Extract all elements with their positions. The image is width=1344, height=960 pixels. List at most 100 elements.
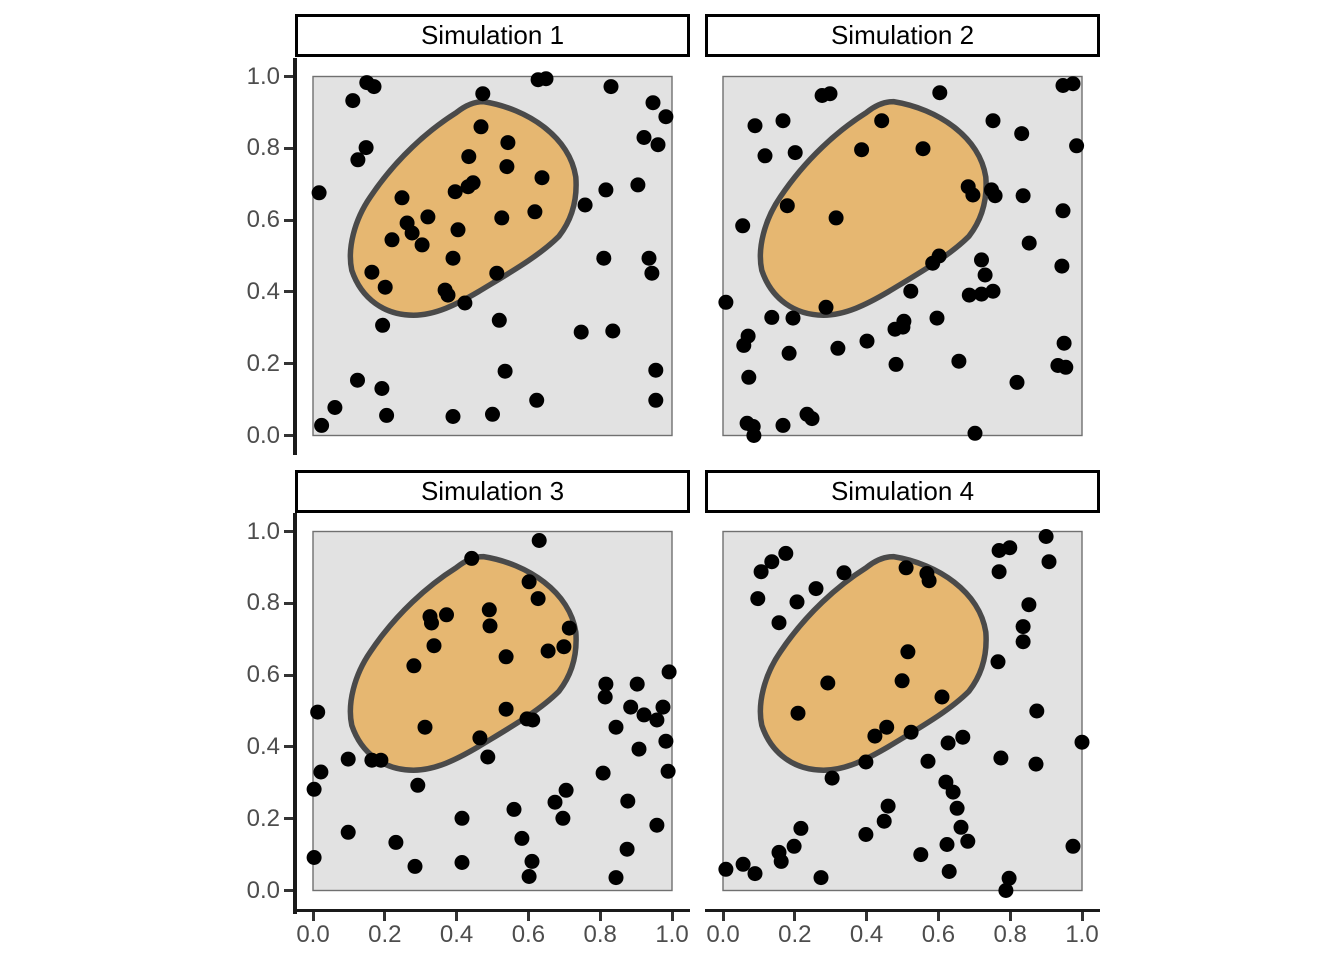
data-point [718, 861, 734, 877]
data-point [858, 754, 874, 770]
data-point [998, 883, 1014, 898]
data-point [494, 210, 510, 226]
data-point [636, 707, 652, 723]
data-point [818, 299, 834, 315]
y-tick [284, 218, 293, 222]
data-point [379, 407, 395, 423]
data-point [824, 770, 840, 786]
data-point [991, 543, 1007, 558]
data-point [538, 71, 554, 87]
data-point [900, 644, 916, 660]
data-point [311, 185, 327, 201]
data-point [1015, 619, 1031, 635]
data-point [804, 411, 820, 427]
data-point [514, 830, 530, 846]
data-point [447, 184, 463, 200]
data-point [608, 870, 624, 886]
data-point [808, 581, 824, 597]
panel-2 [718, 75, 1085, 443]
data-point [473, 119, 489, 135]
data-point [1038, 529, 1054, 544]
data-point [558, 782, 574, 798]
y-tick-label: 0.6 [246, 206, 280, 234]
data-point [461, 149, 477, 165]
data-point [660, 763, 676, 779]
data-point [993, 750, 1009, 766]
data-point [1058, 359, 1074, 375]
data-point [920, 753, 936, 769]
data-point [424, 615, 439, 631]
data-point [661, 664, 677, 680]
data-point [482, 618, 498, 634]
data-point [781, 345, 797, 361]
data-point [903, 283, 919, 299]
y-tick-label: 0.8 [246, 589, 280, 617]
data-point [786, 838, 802, 854]
data-point [820, 675, 836, 691]
data-point [648, 392, 664, 408]
x-axis-line [293, 908, 690, 912]
y-tick-label: 1.0 [246, 517, 280, 545]
y-tick [284, 817, 293, 821]
data-point [364, 264, 380, 280]
data-point [457, 295, 473, 311]
data-point [465, 175, 481, 191]
data-point [540, 643, 556, 659]
data-point [785, 310, 801, 326]
data-point [1009, 374, 1025, 390]
data-point [750, 591, 766, 607]
data-point [472, 730, 488, 746]
y-tick [284, 75, 293, 78]
data-point [561, 620, 577, 636]
data-point [974, 286, 989, 302]
y-tick [284, 889, 293, 892]
data-point [407, 858, 423, 874]
data-point [836, 565, 852, 581]
data-point [828, 210, 844, 226]
data-point [374, 381, 390, 396]
data-point [753, 564, 769, 580]
data-point [858, 827, 874, 842]
data-point [790, 705, 806, 721]
facet-strip: Simulation 3 [295, 470, 690, 513]
data-point [630, 177, 646, 193]
data-point [636, 130, 652, 145]
data-point [480, 749, 496, 765]
data-point [876, 813, 892, 829]
x-tick [865, 912, 869, 921]
x-tick-label: 0.6 [921, 921, 956, 948]
data-point [595, 765, 611, 781]
data-point [960, 833, 976, 849]
facet-strip: Simulation 4 [705, 470, 1100, 513]
data-point [747, 866, 763, 882]
data-point [764, 309, 780, 325]
data-point [913, 847, 929, 863]
data-point [596, 250, 612, 266]
data-point [650, 137, 666, 153]
x-axis-line [705, 908, 1100, 912]
data-point [577, 197, 593, 213]
data-point [1041, 554, 1057, 570]
data-point [775, 113, 791, 129]
data-point [1055, 203, 1071, 219]
data-point [629, 676, 645, 692]
data-point [1074, 734, 1090, 750]
data-point [985, 113, 1001, 129]
data-point [961, 287, 977, 303]
data-point [925, 255, 941, 271]
y-tick [284, 673, 293, 677]
data-point [965, 187, 981, 203]
data-point [793, 820, 809, 836]
data-point [736, 337, 752, 353]
data-point [440, 287, 456, 303]
data-point [1029, 703, 1045, 719]
data-point [985, 283, 1001, 299]
data-point [531, 533, 547, 548]
data-point [940, 735, 956, 751]
data-point [500, 135, 516, 151]
facet-strip: Simulation 2 [705, 14, 1100, 57]
data-point [644, 265, 660, 281]
data-point [420, 209, 436, 225]
data-point [1028, 756, 1044, 772]
data-point [991, 564, 1007, 580]
